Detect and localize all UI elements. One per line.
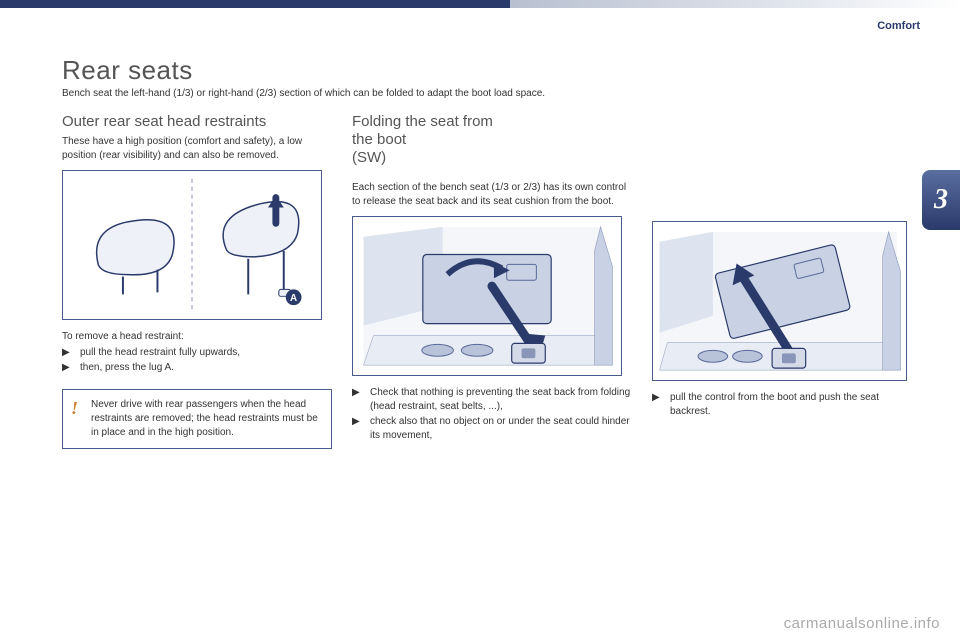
list-item: ▶ check also that no object on or under … bbox=[352, 415, 632, 443]
columns: Outer rear seat head restraints These ha… bbox=[62, 113, 910, 453]
list-item: ▶ pull the head restraint fully upwards, bbox=[62, 346, 332, 360]
intro-text: Each section of the bench seat (1/3 or 2… bbox=[352, 181, 632, 208]
section-title: Folding the seat from the boot (SW) bbox=[352, 113, 632, 167]
push-steps: ▶ pull the control from the boot and pus… bbox=[652, 391, 912, 419]
top-bar-blue bbox=[0, 0, 510, 8]
triangle-icon: ▶ bbox=[352, 415, 364, 443]
section-label: Comfort bbox=[877, 20, 920, 32]
column-folding-boot: Folding the seat from the boot (SW) Each… bbox=[352, 113, 632, 453]
warning-icon: ! bbox=[71, 396, 78, 421]
triangle-icon: ▶ bbox=[352, 386, 364, 414]
list-item: ▶ Check that nothing is preventing the s… bbox=[352, 386, 632, 414]
svg-text:A: A bbox=[290, 293, 297, 304]
top-bar-gradient bbox=[510, 0, 960, 8]
column-push-backrest: ▶ pull the control from the boot and pus… bbox=[652, 113, 912, 453]
list-item: ▶ pull the control from the boot and pus… bbox=[652, 391, 912, 419]
triangle-icon: ▶ bbox=[62, 346, 74, 360]
head-restraint-illustration: A bbox=[62, 170, 322, 320]
title-line: the boot bbox=[352, 131, 406, 148]
step-text: check also that no object on or under th… bbox=[370, 415, 632, 443]
intro-text: These have a high position (comfort and … bbox=[62, 135, 332, 162]
triangle-icon: ▶ bbox=[62, 361, 74, 375]
boot-fold-illustration-2 bbox=[652, 221, 907, 381]
page-number-tab: 3 bbox=[922, 170, 960, 230]
warning-box: ! Never drive with rear passengers when … bbox=[62, 389, 332, 449]
page-content: Rear seats Bench seat the left-hand (1/3… bbox=[62, 55, 910, 453]
page-subtitle: Bench seat the left-hand (1/3) or right-… bbox=[62, 88, 910, 99]
list-item: ▶ then, press the lug A. bbox=[62, 361, 332, 375]
boot-fold-illustration-1 bbox=[352, 216, 622, 376]
step-text: Check that nothing is preventing the sea… bbox=[370, 386, 632, 414]
warning-text: Never drive with rear passengers when th… bbox=[91, 399, 318, 438]
remove-steps: ▶ pull the head restraint fully upwards,… bbox=[62, 346, 332, 375]
triangle-icon: ▶ bbox=[652, 391, 664, 419]
column-head-restraints: Outer rear seat head restraints These ha… bbox=[62, 113, 332, 453]
step-text: pull the head restraint fully upwards, bbox=[80, 346, 240, 360]
step-text: then, press the lug A. bbox=[80, 361, 174, 375]
fold-steps: ▶ Check that nothing is preventing the s… bbox=[352, 386, 632, 443]
title-line: Folding the seat from bbox=[352, 113, 493, 130]
section-title: Outer rear seat head restraints bbox=[62, 113, 332, 131]
title-line: (SW) bbox=[352, 149, 386, 166]
top-bar bbox=[0, 0, 960, 18]
watermark: carmanualsonline.info bbox=[784, 615, 940, 632]
remove-lead: To remove a head restraint: bbox=[62, 330, 332, 344]
page-title: Rear seats bbox=[62, 55, 910, 86]
step-text: pull the control from the boot and push … bbox=[670, 391, 912, 419]
